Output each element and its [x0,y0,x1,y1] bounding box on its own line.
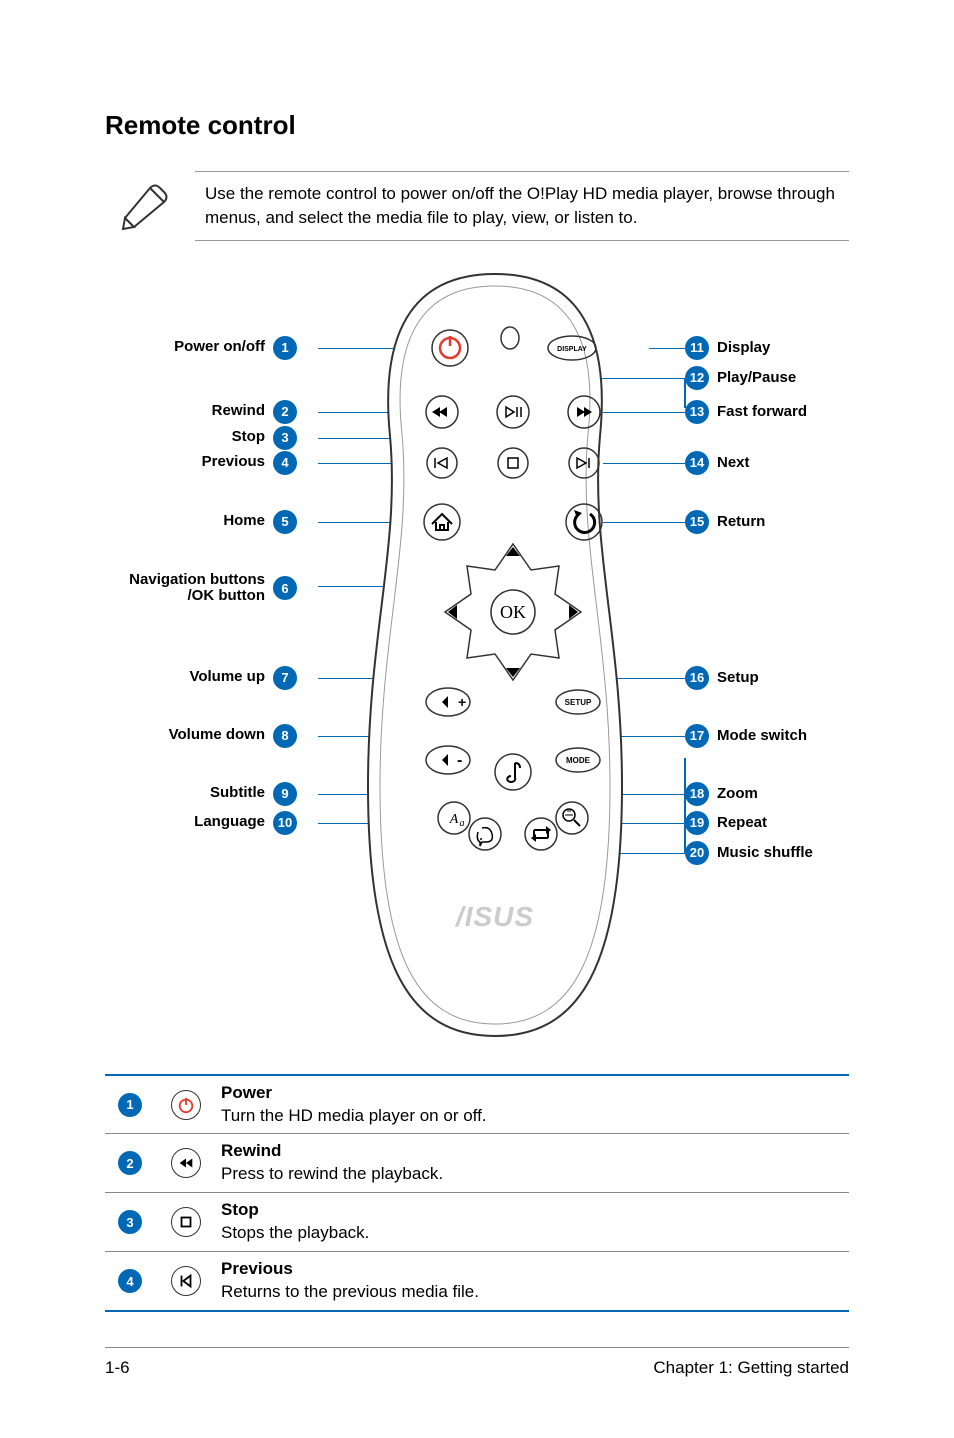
callout-badge: 2 [273,400,297,424]
callout-badge: 15 [685,510,709,534]
remote-diagram: DISPLAY [105,266,849,1044]
callout-label: Repeat [717,814,767,831]
callout-label: Rewind [105,403,265,420]
callout-label: Subtitle [105,785,265,802]
callout-badge: 9 [273,782,297,806]
callout-label: Zoom [717,785,758,802]
table-row: 3 StopStops the playback. [105,1192,849,1251]
callout-left-5: Home 5 [105,510,297,534]
callout-badge: 6 [273,576,297,600]
row-text: RewindPress to rewind the playback. [221,1140,845,1186]
callout-label: Music shuffle [717,844,813,861]
callout-label: Navigation buttons/OK button [105,572,265,605]
callout-badge: 19 [685,811,709,835]
callout-label: Fast forward [717,403,807,420]
row-badge: 4 [109,1269,151,1293]
callout-label: Mode switch [717,727,807,744]
callout-badge: 17 [685,724,709,748]
callout-right-18: 18 Zoom [685,782,758,806]
callout-badge: 3 [273,426,297,450]
page-footer: 1-6 Chapter 1: Getting started [105,1347,849,1378]
pencil-icon [120,180,170,230]
row-icon [165,1090,207,1120]
callout-badge: 10 [273,811,297,835]
callout-label: Volume down [105,727,265,744]
callout-label: Play/Pause [717,369,796,386]
svg-text:-: - [457,752,462,769]
callout-right-14: 14 Next [685,451,750,475]
svg-text:+: + [458,694,466,710]
callout-left-3: Stop 3 [105,426,297,450]
callout-left-10: Language 10 [105,811,297,835]
table-row: 2 RewindPress to rewind the playback. [105,1133,849,1192]
callout-label: Home [105,513,265,530]
callout-left-2: Rewind 2 [105,400,297,424]
callout-label: Previous [105,454,265,471]
connector-line [649,348,685,350]
row-badge: 2 [109,1151,151,1175]
row-text: PowerTurn the HD media player on or off. [221,1082,845,1128]
callout-right-16: 16 Setup [685,666,759,690]
svg-text:A: A [449,812,459,827]
callout-label: Return [717,513,765,530]
callout-label: Display [717,339,770,356]
callout-left-6: Navigation buttons/OK button 6 [105,572,297,605]
callout-badge: 16 [685,666,709,690]
table-row: 1 PowerTurn the HD media player on or off… [105,1076,849,1134]
callout-right-12: 12 Play/Pause [685,366,796,390]
svg-text:SETUP: SETUP [565,698,592,707]
callout-label: Next [717,454,750,471]
note-box: Use the remote control to power on/off t… [195,171,849,241]
callout-label: Stop [105,429,265,446]
svg-text:OK: OK [500,602,526,622]
brand-logo: /ISUS [454,901,534,932]
callout-right-11: 11 Display [685,336,770,360]
row-icon [165,1148,207,1178]
row-icon [165,1266,207,1296]
svg-text:a: a [460,818,465,829]
callout-badge: 14 [685,451,709,475]
callout-badge: 5 [273,510,297,534]
callout-left-7: Volume up 7 [105,666,297,690]
callout-right-15: 15 Return [685,510,765,534]
callout-right-20: 20 Music shuffle [685,841,813,865]
row-badge: 3 [109,1210,151,1234]
note-text: Use the remote control to power on/off t… [205,184,835,227]
callout-right-19: 19 Repeat [685,811,767,835]
page-number: 1-6 [105,1358,130,1378]
row-icon [165,1207,207,1237]
row-text: PreviousReturns to the previous media fi… [221,1258,845,1304]
row-text: StopStops the playback. [221,1199,845,1245]
chapter-label: Chapter 1: Getting started [653,1358,849,1378]
callout-left-4: Previous 4 [105,451,297,475]
table-row: 4 PreviousReturns to the previous media f… [105,1251,849,1310]
svg-text:DISPLAY: DISPLAY [557,346,587,353]
callout-badge: 7 [273,666,297,690]
callout-badge: 13 [685,400,709,424]
callout-right-17: 17 Mode switch [685,724,807,748]
callout-badge: 18 [685,782,709,806]
callout-badge: 12 [685,366,709,390]
callout-left-1: Power on/off 1 [105,336,297,360]
callout-label: Power on/off [105,339,265,356]
callout-label: Volume up [105,669,265,686]
callout-badge: 1 [273,336,297,360]
callout-badge: 4 [273,451,297,475]
callout-left-8: Volume down 8 [105,724,297,748]
callout-right-13: 13 Fast forward [685,400,807,424]
remote-illustration: DISPLAY [350,266,640,1044]
svg-text:MODE: MODE [566,756,591,765]
callout-left-9: Subtitle 9 [105,782,297,806]
callout-label: Setup [717,669,759,686]
callout-label: Language [105,814,265,831]
button-description-table: 1 PowerTurn the HD media player on or off… [105,1074,849,1313]
row-badge: 1 [109,1093,151,1117]
callout-badge: 11 [685,336,709,360]
callout-badge: 8 [273,724,297,748]
callout-badge: 20 [685,841,709,865]
page-title: Remote control [105,110,849,141]
